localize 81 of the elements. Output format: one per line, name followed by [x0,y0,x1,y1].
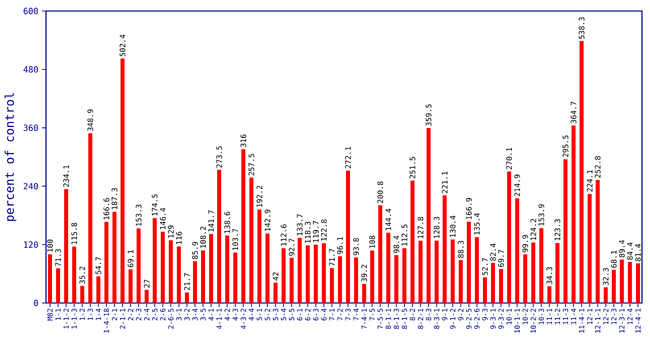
bar [306,245,310,303]
bar [217,170,222,303]
y-tick-label: 480 [24,66,38,73]
bar [490,262,495,303]
bar [233,252,238,303]
bar [386,232,390,303]
bar [160,232,165,303]
bar [257,209,262,303]
bar [265,233,270,303]
bar [314,244,318,303]
bar [298,238,302,303]
bar [56,268,60,303]
bar [555,242,560,303]
bar [434,240,439,303]
bar [193,261,197,303]
bar [338,256,342,303]
bar [612,270,616,303]
bar [104,222,108,303]
bar [128,269,133,303]
bar [450,240,455,303]
bar [152,218,157,303]
bar [64,189,68,303]
bar [596,180,600,303]
bar [580,41,584,303]
bar [499,269,504,303]
bar [531,242,536,303]
bar [442,195,447,303]
bar [523,254,528,303]
bar [209,234,214,303]
bar [370,250,374,303]
bar [48,254,52,303]
bar [120,58,125,303]
y-tick-label: 0 [34,300,38,306]
bar [176,246,181,303]
bar [201,250,206,303]
bar [394,255,398,303]
bar [112,212,116,303]
bar [362,284,366,303]
y-tick-label: 240 [24,182,38,190]
bar [249,178,254,303]
bar [547,286,552,303]
bar [563,159,568,303]
bar [474,237,479,303]
bar [96,276,100,303]
bar [458,260,463,303]
bar [402,248,406,303]
bar [604,287,608,303]
bar [72,246,76,303]
bar [515,198,520,303]
y-axis-title: percent of control [4,93,16,221]
bar [274,282,278,303]
y-tick-label: 120 [24,241,38,248]
y-tick-label: 600 [24,8,38,14]
bar [88,133,92,303]
bar [507,172,512,303]
bar [418,240,423,303]
bar [144,290,149,303]
bar [410,180,414,303]
bar [168,240,173,303]
bar [290,258,294,303]
bar [572,126,576,303]
bar [426,128,431,303]
bar [628,262,632,303]
bar [136,228,141,303]
bar [482,277,487,303]
bar [80,286,84,303]
bar [378,205,382,303]
y-tick-label: 360 [24,124,38,132]
bar [346,170,350,303]
bar [322,243,326,303]
bar [241,149,246,303]
bar [225,236,230,303]
bar [330,268,334,303]
bar [539,228,544,303]
bar [588,194,592,303]
bar [184,292,189,303]
bar [354,257,358,303]
bar [282,248,286,303]
bar [466,222,471,303]
bar [636,263,640,303]
bar [620,259,624,303]
